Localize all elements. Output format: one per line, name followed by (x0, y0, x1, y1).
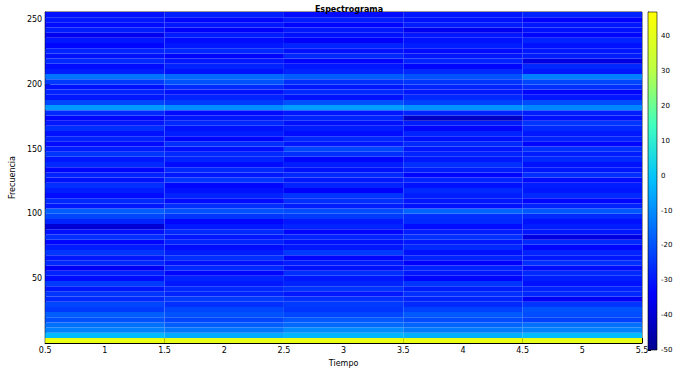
svg-text:Espectrograma: Espectrograma (315, 5, 383, 14)
svg-text:Tiempo: Tiempo (328, 359, 359, 368)
svg-text:1: 1 (102, 346, 107, 355)
svg-text:-20: -20 (661, 241, 672, 249)
svg-text:10: 10 (661, 137, 670, 145)
svg-text:250: 250 (27, 15, 42, 24)
svg-text:-10: -10 (661, 207, 672, 215)
svg-text:5.5: 5.5 (636, 346, 649, 355)
svg-text:3: 3 (341, 346, 346, 355)
svg-text:2: 2 (222, 346, 227, 355)
svg-text:4: 4 (460, 346, 465, 355)
svg-text:2.5: 2.5 (278, 346, 291, 355)
svg-text:0.5: 0.5 (39, 346, 52, 355)
svg-text:-40: -40 (661, 311, 672, 319)
svg-text:-50: -50 (661, 346, 672, 354)
svg-text:100: 100 (27, 209, 42, 218)
svg-text:-30: -30 (661, 276, 672, 284)
svg-text:30: 30 (661, 67, 670, 75)
svg-text:1.5: 1.5 (158, 346, 171, 355)
svg-text:Frecuencia: Frecuencia (8, 156, 17, 199)
svg-text:200: 200 (27, 80, 42, 89)
svg-text:4.5: 4.5 (516, 346, 529, 355)
svg-text:3.5: 3.5 (397, 346, 410, 355)
svg-text:0: 0 (661, 172, 665, 180)
svg-text:40: 40 (661, 32, 670, 40)
svg-text:50: 50 (32, 274, 42, 283)
svg-text:150: 150 (27, 145, 42, 154)
svg-text:5: 5 (580, 346, 585, 355)
svg-text:20: 20 (661, 102, 670, 110)
